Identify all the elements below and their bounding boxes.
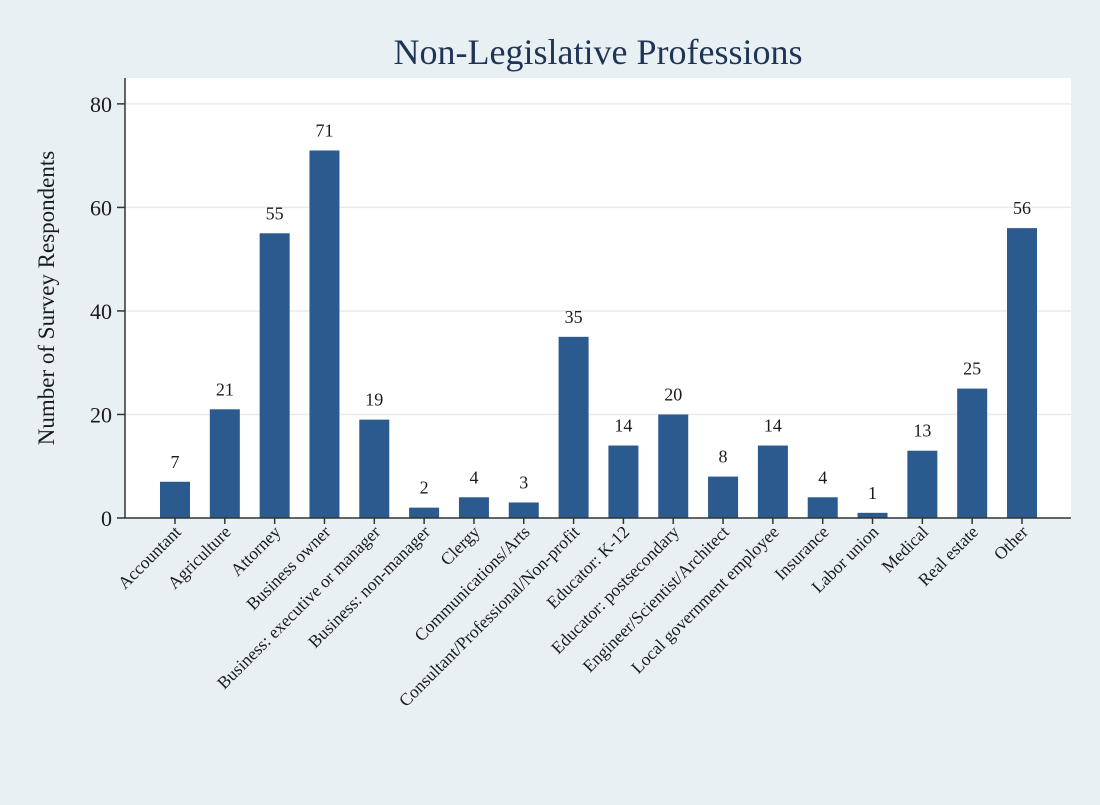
y-axis-label: Number of Survey Respondents bbox=[34, 151, 59, 446]
bar bbox=[907, 450, 938, 518]
bar bbox=[857, 512, 888, 518]
data-label: 1 bbox=[868, 483, 877, 503]
data-label: 71 bbox=[315, 120, 333, 140]
x-tick-label: Other bbox=[990, 522, 1032, 564]
bar bbox=[259, 233, 290, 518]
bar bbox=[359, 419, 390, 518]
bar bbox=[608, 445, 639, 518]
bar bbox=[558, 336, 589, 518]
data-label: 14 bbox=[614, 416, 632, 436]
data-label: 19 bbox=[365, 390, 383, 410]
y-tick-label: 0 bbox=[101, 506, 112, 531]
bar bbox=[658, 414, 689, 518]
bar bbox=[409, 507, 440, 518]
bar bbox=[160, 481, 190, 518]
x-tick-label: Consultant/Professional/Non-profit bbox=[395, 522, 584, 711]
bar bbox=[957, 388, 988, 518]
y-tick-label: 20 bbox=[90, 402, 112, 427]
data-label: 7 bbox=[171, 452, 180, 472]
data-label: 20 bbox=[664, 384, 682, 404]
bar bbox=[757, 445, 788, 518]
bar bbox=[508, 502, 539, 518]
data-label: 3 bbox=[519, 472, 528, 492]
bar bbox=[708, 476, 739, 518]
bar bbox=[209, 409, 240, 518]
data-label: 13 bbox=[913, 421, 931, 441]
data-label: 35 bbox=[565, 307, 583, 327]
y-tick-label: 60 bbox=[90, 195, 112, 220]
data-label: 21 bbox=[216, 379, 234, 399]
y-tick-label: 40 bbox=[90, 299, 112, 324]
data-label: 2 bbox=[420, 478, 429, 498]
bar bbox=[309, 150, 340, 518]
bar bbox=[458, 497, 489, 518]
chart-title: Non-Legislative Professions bbox=[394, 32, 803, 72]
data-label: 4 bbox=[818, 467, 827, 487]
data-label: 55 bbox=[266, 203, 284, 223]
data-label: 8 bbox=[719, 447, 728, 467]
data-label: 56 bbox=[1013, 198, 1031, 218]
bar bbox=[1007, 228, 1037, 518]
data-label: 4 bbox=[469, 467, 478, 487]
data-label: 14 bbox=[764, 416, 782, 436]
x-tick-label: Clergy bbox=[436, 522, 484, 570]
data-label: 25 bbox=[963, 359, 981, 379]
bar bbox=[807, 497, 838, 518]
y-tick-label: 80 bbox=[90, 92, 112, 117]
